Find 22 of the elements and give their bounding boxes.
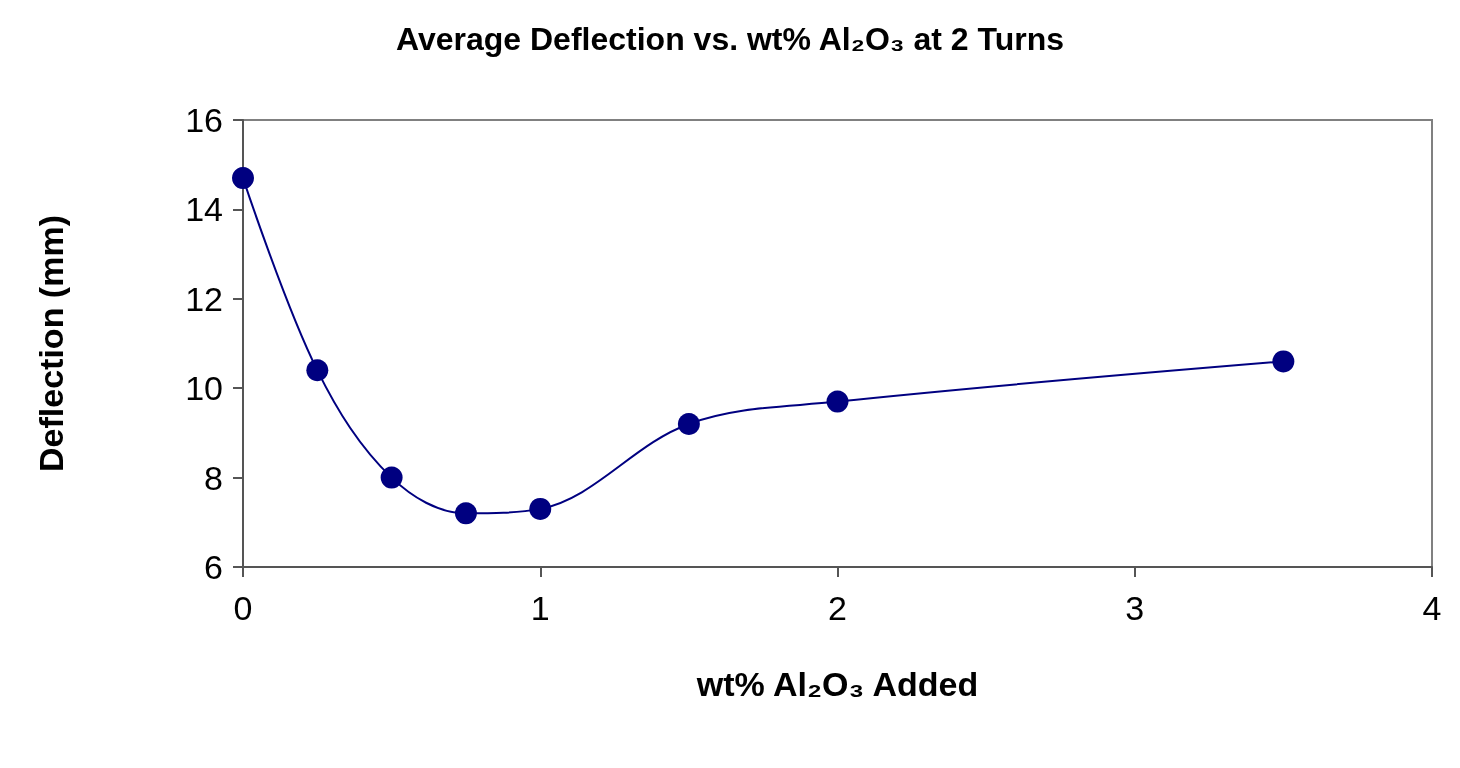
point (529, 497, 552, 520)
x-tick-label: 4 (1422, 589, 1442, 627)
y-tick-label: 8 (204, 458, 223, 497)
x-tick-label: 0 (233, 589, 253, 627)
point (306, 359, 329, 382)
x-axis-title: wt% Al₂O₃ Added (695, 665, 979, 703)
y-tick-label: 10 (185, 369, 223, 408)
point (232, 167, 254, 190)
point (826, 390, 849, 413)
point (454, 502, 477, 525)
x-tick-label: 1 (530, 589, 550, 627)
chart-title: Average Deflection vs. wt% Al₂O₃ at 2 Turns (396, 21, 1064, 57)
x-tick-label: 2 (828, 589, 847, 627)
y-tick-label: 14 (185, 190, 223, 229)
y-tick-label: 6 (204, 548, 223, 586)
y-tick-label: 12 (185, 279, 223, 318)
point (677, 412, 700, 435)
y-tick-label: 16 (185, 101, 223, 139)
point (1272, 350, 1295, 373)
x-tick-label: 3 (1125, 589, 1145, 627)
y-axis-title: Deflection (mm) (32, 215, 70, 472)
point (380, 466, 403, 489)
